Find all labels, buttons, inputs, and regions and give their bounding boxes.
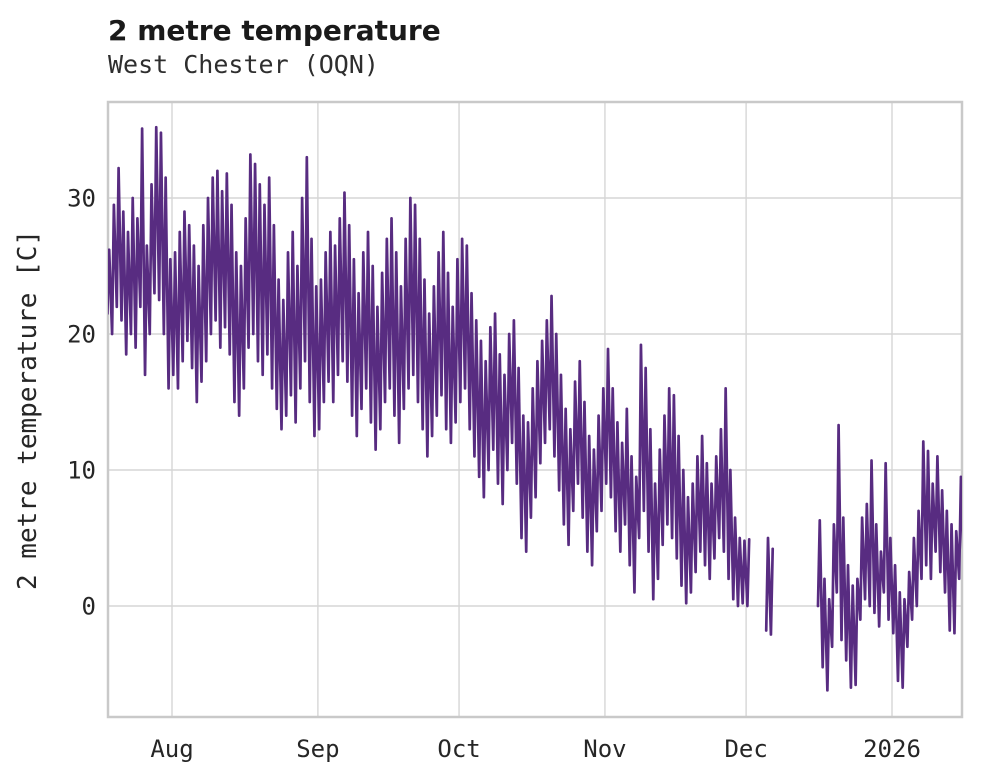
plot-border [106, 100, 964, 719]
y-tick-label: 20 [67, 321, 96, 349]
x-tick-label: Aug [150, 735, 193, 763]
x-tick-label: Nov [583, 735, 626, 763]
chart-title: 2 metre temperature [108, 14, 441, 47]
temperature-line [816, 423, 962, 692]
x-tick-label: Sep [296, 735, 339, 763]
chart-subtitle: West Chester (OQN) [108, 50, 379, 79]
y-tick-label: 30 [67, 185, 96, 213]
temperature-line [108, 125, 751, 608]
y-tick-label: 10 [67, 457, 96, 485]
x-tick-label: Dec [724, 735, 767, 763]
x-tick-label: 2026 [863, 735, 921, 763]
y-tick-label: 0 [82, 593, 96, 621]
x-tick-label: Oct [437, 735, 480, 763]
temperature-line [764, 536, 775, 636]
